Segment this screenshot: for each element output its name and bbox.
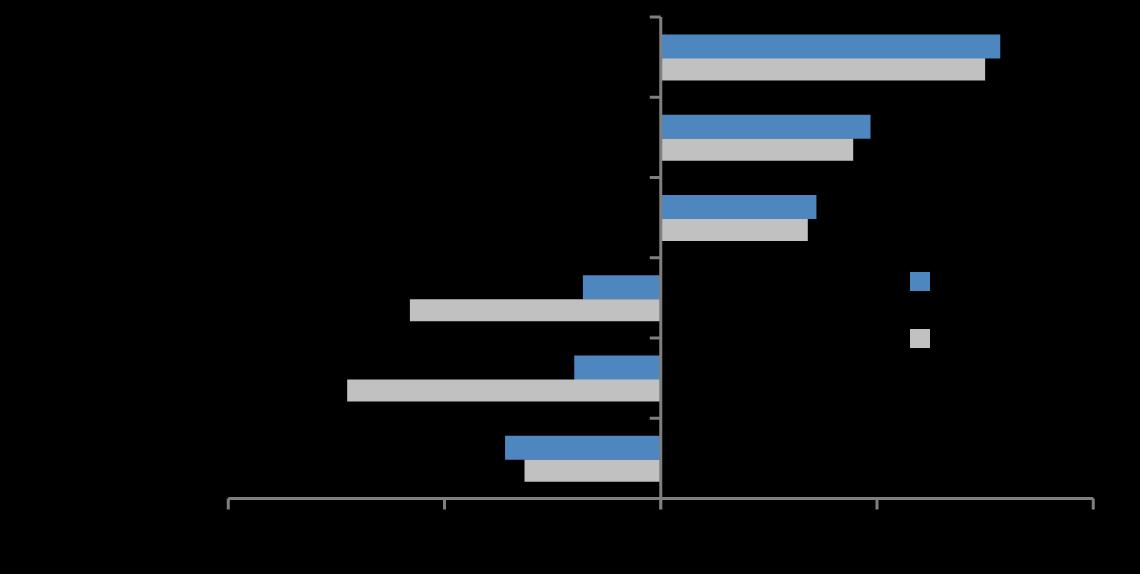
bar-blue-series-3 (582, 275, 661, 300)
legend-swatch-blue-series-swatch (910, 272, 930, 291)
bar-gray-series-4 (347, 379, 661, 402)
bar-gray-series-2 (660, 219, 808, 241)
bar-gray-series-0 (660, 58, 986, 81)
bar-blue-series-2 (660, 195, 817, 219)
legend-swatch-gray-series-swatch (910, 329, 930, 348)
bar-blue-series-0 (660, 34, 1001, 59)
bar-blue-series-1 (660, 114, 871, 139)
bar-blue-series-4 (574, 355, 661, 380)
bar-blue-series-5 (505, 435, 661, 460)
bar-gray-series-3 (409, 299, 661, 322)
bar-gray-series-5 (524, 459, 661, 482)
bar-gray-series-1 (660, 138, 854, 161)
